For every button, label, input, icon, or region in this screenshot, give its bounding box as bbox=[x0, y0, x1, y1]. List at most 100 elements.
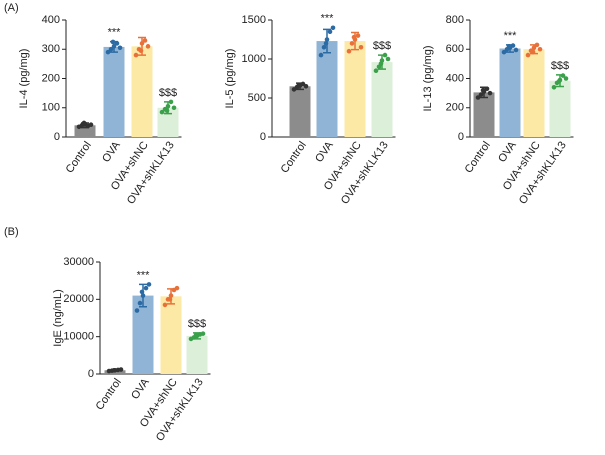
significance-label: *** bbox=[137, 269, 151, 281]
y-tick-label: 600 bbox=[446, 43, 464, 55]
y-tick-label: 10000 bbox=[63, 331, 94, 343]
data-point bbox=[117, 45, 123, 51]
y-tick-label: 1500 bbox=[242, 14, 266, 26]
data-point bbox=[108, 46, 114, 52]
y-axis-label: IL-5 (pg/mg) bbox=[224, 49, 236, 109]
data-point bbox=[118, 367, 124, 372]
data-point bbox=[506, 44, 512, 49]
bar bbox=[131, 46, 153, 138]
data-point bbox=[168, 293, 174, 298]
data-point bbox=[318, 52, 324, 58]
data-point bbox=[358, 45, 364, 50]
data-point bbox=[531, 45, 537, 51]
bar bbox=[103, 46, 125, 137]
bar bbox=[74, 125, 96, 137]
y-tick-label: 0 bbox=[260, 131, 266, 143]
y-tick-label: 0 bbox=[88, 368, 94, 380]
bar bbox=[473, 92, 495, 137]
x-tick-label: OVA+shKLK13 bbox=[517, 140, 569, 207]
y-tick-label: 30000 bbox=[63, 256, 94, 268]
data-point bbox=[105, 49, 111, 55]
data-point bbox=[138, 48, 144, 54]
data-point bbox=[139, 41, 145, 46]
panel-label: (B) bbox=[4, 226, 19, 238]
data-point bbox=[134, 308, 140, 313]
panel-label: (A) bbox=[4, 2, 19, 14]
data-point bbox=[530, 49, 536, 55]
y-tick-label: 800 bbox=[446, 14, 464, 26]
y-tick-label: 200 bbox=[446, 102, 464, 114]
y-tick-label: 1000 bbox=[242, 53, 266, 65]
data-point bbox=[351, 34, 357, 40]
data-point bbox=[378, 61, 384, 66]
data-point bbox=[296, 82, 302, 88]
data-point bbox=[174, 285, 180, 291]
data-point bbox=[510, 43, 516, 48]
data-point bbox=[537, 46, 543, 52]
data-point bbox=[478, 92, 484, 97]
data-point bbox=[110, 39, 116, 45]
data-point bbox=[133, 52, 139, 58]
y-tick-label: 20000 bbox=[63, 293, 94, 305]
y-axis-label: IL-4 (pg/mg) bbox=[18, 49, 30, 109]
bar bbox=[549, 80, 571, 137]
data-point bbox=[373, 68, 379, 73]
bar bbox=[157, 107, 179, 137]
data-point bbox=[323, 41, 329, 46]
data-point bbox=[382, 52, 388, 58]
y-tick-label: 400 bbox=[446, 72, 464, 84]
data-point bbox=[551, 84, 557, 90]
data-point bbox=[534, 42, 540, 48]
data-point bbox=[324, 37, 330, 42]
significance-label: *** bbox=[504, 30, 518, 42]
bar bbox=[316, 41, 338, 138]
data-point bbox=[114, 41, 120, 46]
x-tick-label: Control bbox=[64, 140, 94, 176]
data-point bbox=[200, 331, 206, 336]
data-point bbox=[159, 109, 165, 115]
bar bbox=[523, 49, 545, 137]
significance-label: $$$ bbox=[159, 87, 177, 99]
data-point bbox=[327, 29, 333, 34]
x-tick-label: OVA bbox=[496, 139, 519, 165]
data-point bbox=[81, 120, 87, 126]
y-tick-label: 200 bbox=[42, 72, 60, 84]
data-point bbox=[146, 282, 152, 287]
bar bbox=[160, 296, 182, 374]
data-point bbox=[321, 45, 327, 50]
y-tick-label: 400 bbox=[42, 14, 60, 26]
data-point bbox=[164, 108, 170, 113]
data-point bbox=[513, 47, 519, 53]
x-tick-label: Control bbox=[94, 377, 124, 413]
bar bbox=[186, 335, 208, 374]
data-point bbox=[171, 105, 177, 111]
x-tick-label: Control bbox=[463, 140, 493, 176]
y-tick-label: 0 bbox=[54, 131, 60, 143]
y-tick-label: 300 bbox=[42, 43, 60, 55]
y-tick-label: 500 bbox=[248, 92, 266, 104]
data-point bbox=[355, 33, 361, 38]
significance-label: $$$ bbox=[551, 60, 569, 72]
y-tick-label: 0 bbox=[458, 131, 464, 143]
data-point bbox=[480, 87, 486, 93]
data-point bbox=[111, 367, 117, 373]
data-point bbox=[487, 90, 493, 96]
data-point bbox=[346, 48, 352, 54]
bar bbox=[371, 62, 393, 138]
bar bbox=[499, 48, 521, 137]
data-point bbox=[560, 73, 566, 78]
data-point bbox=[556, 79, 562, 84]
data-point bbox=[137, 300, 143, 306]
bar bbox=[132, 295, 154, 374]
data-point bbox=[563, 76, 569, 81]
data-point bbox=[145, 44, 151, 49]
data-point bbox=[525, 52, 531, 58]
data-point bbox=[168, 99, 174, 105]
data-point bbox=[385, 56, 391, 62]
data-point bbox=[142, 38, 148, 43]
data-point bbox=[140, 293, 146, 298]
data-point bbox=[111, 44, 117, 49]
y-tick-label: 100 bbox=[42, 102, 60, 114]
x-tick-label: Control bbox=[279, 140, 309, 176]
